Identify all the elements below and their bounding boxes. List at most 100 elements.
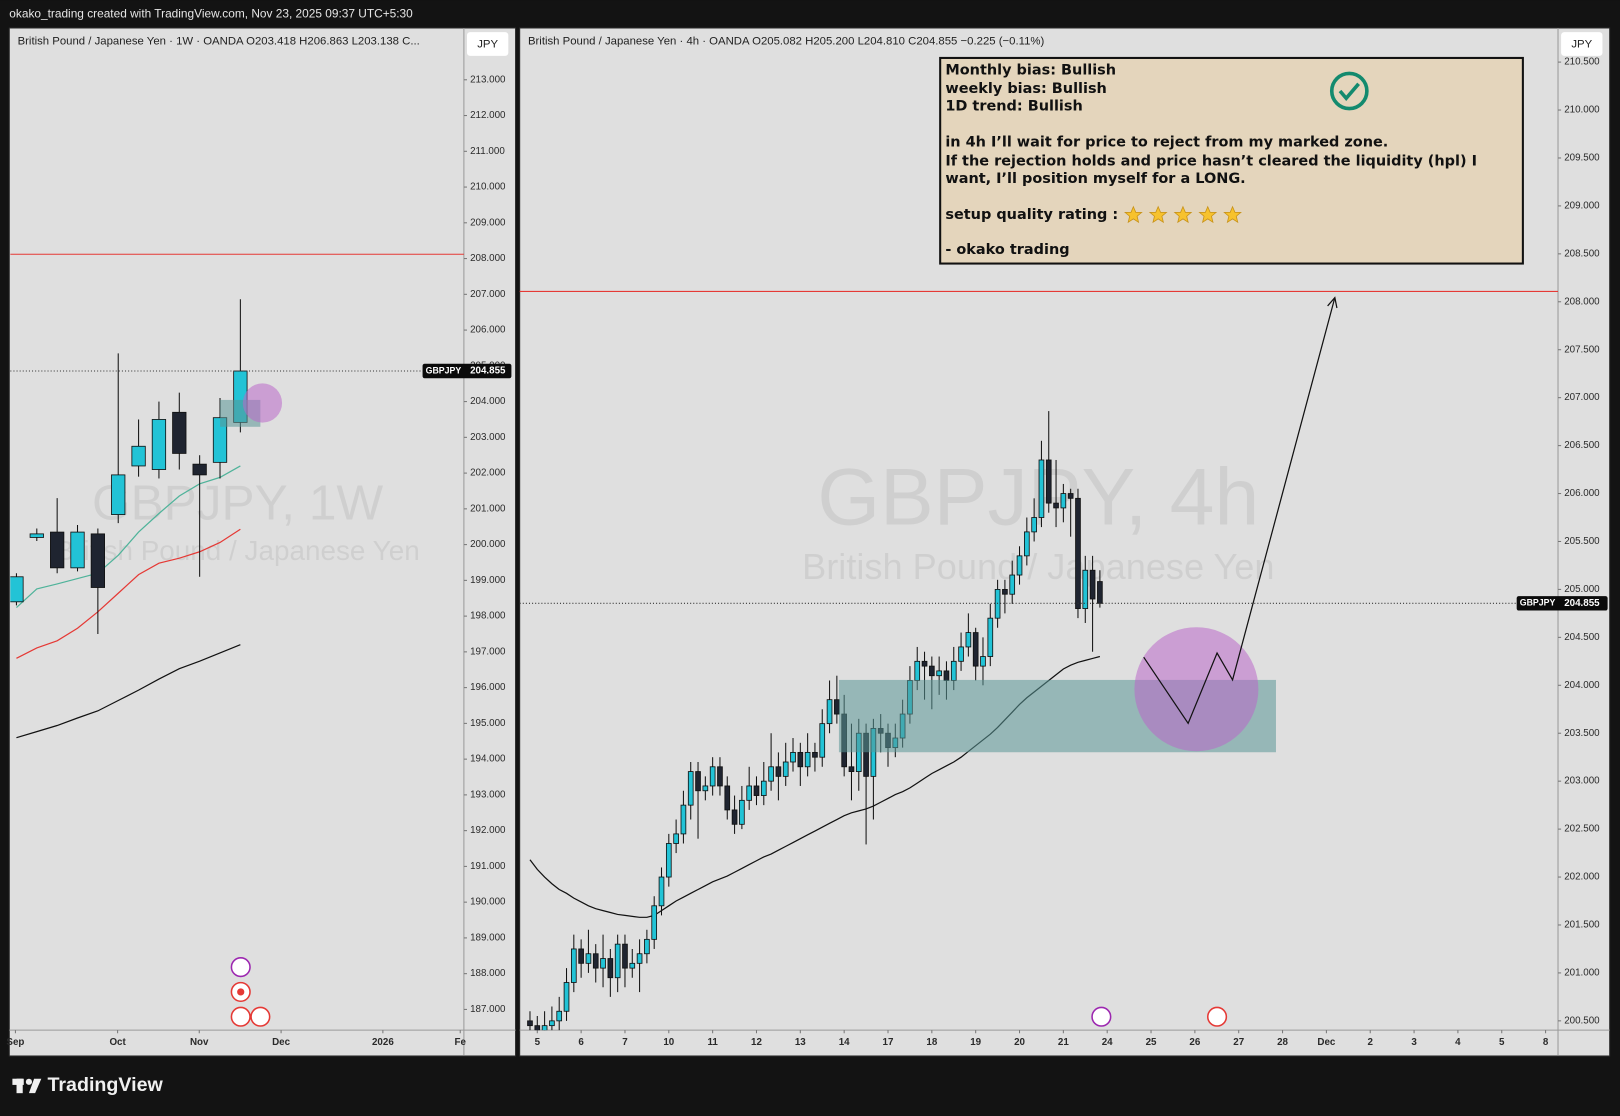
charts: 187.000 188.000 189.000 190.000 191.000 192.0… <box>6 57 1608 1048</box>
x-tick-label: 7 <box>622 1037 628 1048</box>
y-tick-label: 206.000 <box>1564 488 1600 499</box>
note-line: 1D trend: Bullish <box>945 99 1082 115</box>
y-tick-label: 193.000 <box>470 789 506 800</box>
candle-body <box>753 785 760 796</box>
y-tick-label: 210.000 <box>1564 105 1600 116</box>
candle-body <box>1024 531 1030 557</box>
candle-body <box>804 751 811 768</box>
y-tick-label: 188.000 <box>470 968 506 979</box>
x-tick-label: 4 <box>1455 1037 1461 1048</box>
x-tick-label: 25 <box>1146 1037 1157 1048</box>
candle-body <box>1038 459 1045 518</box>
y-tick-label: 203.500 <box>1564 728 1600 739</box>
x-tick-label: 27 <box>1233 1037 1244 1048</box>
currency-label[interactable]: JPY <box>477 39 498 51</box>
event-dot <box>237 988 245 996</box>
x-tick-label: Sep <box>6 1037 24 1048</box>
y-tick-label: 210.500 <box>1564 57 1600 68</box>
currency-button[interactable] <box>466 32 509 56</box>
currency-label[interactable]: JPY <box>1571 39 1592 51</box>
y-tick-label: 204.000 <box>1564 680 1600 691</box>
candle-body <box>1067 493 1074 499</box>
candle-body <box>739 799 745 825</box>
check-mark <box>1338 82 1360 102</box>
flag-icon <box>250 1006 271 1027</box>
candle-body <box>760 780 767 796</box>
x-tick-label: 20 <box>1014 1037 1025 1048</box>
candle-body <box>709 766 716 787</box>
y-tick-label: 202.500 <box>1564 824 1600 835</box>
price-label-value: 204.855 <box>470 366 506 377</box>
path-arrow <box>1143 297 1336 725</box>
x-tick-label: 13 <box>795 1037 806 1048</box>
y-tick-label: 191.000 <box>470 861 506 872</box>
watermark-subtitle: British Pound / Japanese Yen <box>56 535 420 566</box>
x-tick-label: 18 <box>926 1037 937 1048</box>
logo-part <box>25 1078 33 1085</box>
note-line: weekly bias: Bullish <box>945 81 1107 97</box>
price-label-bg <box>422 363 512 379</box>
y-tick-label: 207.000 <box>1564 392 1600 403</box>
candle-body <box>819 723 826 758</box>
y-tick-label: 204.500 <box>1564 632 1600 643</box>
candle-body <box>636 953 643 964</box>
candle-body <box>556 1010 563 1022</box>
y-tick-label: 202.000 <box>470 468 506 479</box>
candle-body <box>702 785 709 792</box>
x-tick-label: 3 <box>1411 1037 1417 1048</box>
y-tick-label: 203.000 <box>1564 776 1600 787</box>
flag-icon <box>1206 1006 1228 1027</box>
x-tick-label: 6 <box>578 1037 584 1048</box>
candle-body <box>651 905 658 940</box>
candle-body <box>563 982 570 1012</box>
candle-body <box>972 632 979 667</box>
moving-average <box>16 528 241 659</box>
candle-body <box>797 751 804 768</box>
price-label-value: 204.855 <box>1564 598 1600 609</box>
y-tick-label: 210.000 <box>470 182 506 193</box>
flag-icon <box>230 1006 251 1027</box>
logo-part <box>28 1078 42 1094</box>
candle-body <box>549 1020 555 1027</box>
candle-body <box>950 660 957 681</box>
candle-body <box>965 632 972 648</box>
y-tick-label: 201.000 <box>1564 968 1600 979</box>
footer-logo <box>12 1078 42 1094</box>
y-tick-label: 208.000 <box>1564 296 1600 307</box>
y-tick-label: 206.000 <box>470 325 506 336</box>
candle-body <box>644 938 650 955</box>
candle-body <box>929 665 935 677</box>
candle-body <box>790 751 796 763</box>
candle-body <box>50 531 65 569</box>
x-tick-label: 8 <box>1543 1037 1549 1048</box>
candle-body <box>826 699 833 725</box>
logo-part <box>16 1078 23 1094</box>
check-icon <box>1329 71 1369 111</box>
y-tick-label: 189.000 <box>470 933 506 944</box>
price-label-symbol: GBPJPY <box>426 365 462 375</box>
candle-body <box>848 766 855 772</box>
candle-body <box>980 656 986 667</box>
currency-button[interactable] <box>1561 32 1603 56</box>
y-tick-label: 212.000 <box>470 110 506 121</box>
candle-body <box>717 766 723 787</box>
candle-body <box>131 445 146 467</box>
moving-average <box>16 644 241 739</box>
arrow-head <box>1327 296 1338 309</box>
y-tick-label: 205.500 <box>1564 536 1600 547</box>
x-tick-label: Dec <box>272 1037 291 1048</box>
candle-body <box>1060 493 1067 509</box>
candle-body <box>622 943 628 969</box>
candle-body <box>212 417 228 463</box>
candle-body <box>1002 589 1008 595</box>
candle-body <box>987 617 994 657</box>
note-line: want, I’ll position myself for a LONG. <box>945 171 1245 187</box>
x-tick-label: Fe <box>455 1037 467 1048</box>
x-tick-label: 11 <box>707 1037 718 1048</box>
x-tick-label: 12 <box>751 1037 762 1048</box>
event-icon <box>230 957 251 978</box>
x-tick-label: Nov <box>190 1037 209 1048</box>
x-tick-label: 24 <box>1102 1037 1113 1048</box>
y-tick-label: 190.000 <box>470 897 506 908</box>
